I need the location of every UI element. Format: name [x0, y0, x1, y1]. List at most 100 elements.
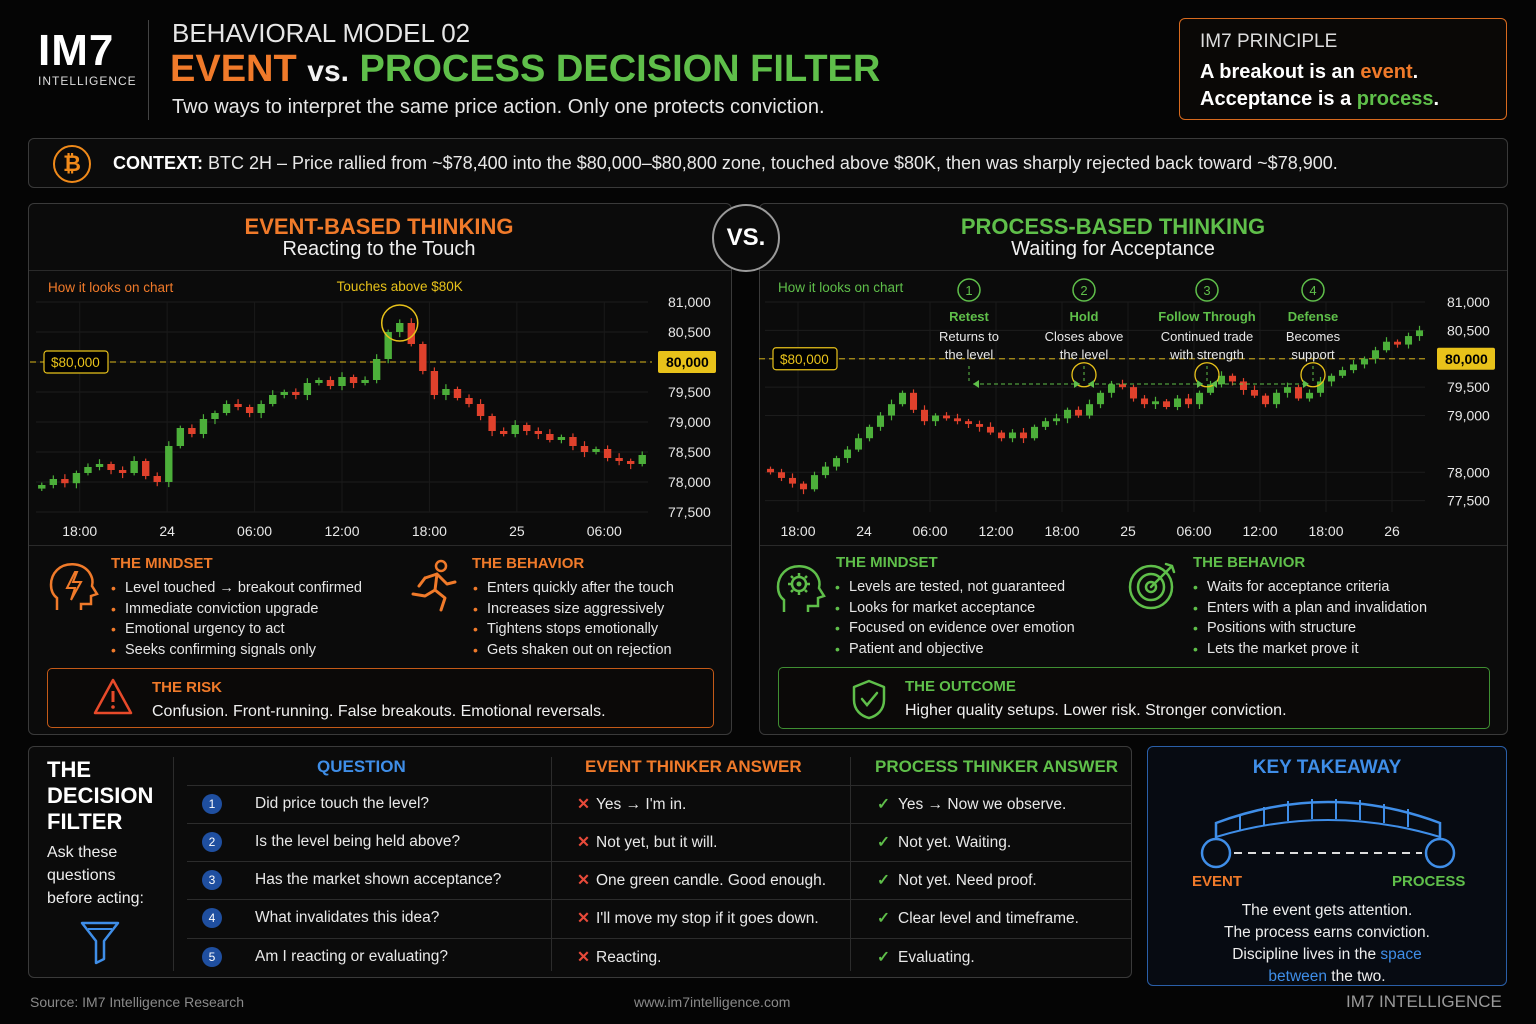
principle-line-2-a: Acceptance is a — [1200, 88, 1357, 110]
acceptance-highlight — [1194, 362, 1220, 388]
row-divider — [187, 938, 1131, 939]
outcome-text: Higher quality setups. Lower risk. Stron… — [905, 702, 1287, 719]
process-chart-frame — [760, 270, 1507, 546]
candle — [142, 461, 150, 476]
step-number: 3 — [1203, 283, 1210, 298]
candle — [592, 449, 600, 452]
candle — [465, 398, 473, 404]
row-divider — [187, 861, 1131, 862]
row-number: 1 — [202, 794, 222, 814]
candle — [1305, 392, 1314, 399]
candle — [569, 437, 577, 446]
acceptance-highlight — [1300, 362, 1326, 388]
row-process-answer-text: Evaluating. — [898, 949, 975, 966]
candle — [72, 473, 81, 484]
candle — [920, 409, 929, 422]
event-mindset-item: Level touched → breakout confirmed — [111, 580, 362, 596]
filter-title: THE DECISION FILTER — [47, 757, 153, 835]
principle-line-1-c: . — [1412, 61, 1419, 83]
step-title: Hold — [1070, 309, 1099, 324]
header-divider — [148, 20, 149, 120]
shield-check-icon — [852, 679, 886, 720]
row-event-answer-text: Not yet, but it will. — [596, 834, 718, 851]
event-behavior-item: Increases size aggressively — [473, 601, 664, 617]
y-tick-label: 81,000 — [668, 294, 711, 310]
candle — [603, 449, 612, 458]
step-description: Becomes — [1286, 329, 1341, 344]
y-tick-label: 81,000 — [1447, 294, 1490, 310]
y-tick-label: 78,500 — [668, 444, 711, 460]
candle — [1096, 392, 1105, 405]
takeaway-line: Discipline lives in the space — [1148, 946, 1506, 964]
candle — [638, 455, 646, 464]
arrow-head — [1074, 380, 1080, 388]
arrow-head — [1088, 380, 1094, 388]
x-tick-label: 06:00 — [587, 523, 622, 539]
candle — [1129, 387, 1138, 399]
process-mindset-item: Patient and objective — [835, 641, 984, 657]
takeaway-process-label: PROCESS — [1392, 873, 1466, 890]
row-process-answer: ✓ Yes → Now we observe. — [877, 795, 1066, 814]
arrow-head — [1197, 380, 1203, 388]
event-mindset-title: THE MINDSET — [111, 555, 213, 572]
candle — [1008, 432, 1017, 439]
candle — [953, 418, 962, 422]
candle — [1360, 358, 1369, 365]
process-behavior-item: Enters with a plan and invalidation — [1193, 600, 1427, 616]
y-tick-label: 77,500 — [668, 504, 711, 520]
takeaway-line-part: the two. — [1327, 968, 1386, 985]
candle — [1195, 392, 1204, 405]
candle — [1349, 364, 1358, 371]
event-mindset-item: Immediate conviction upgrade — [111, 601, 318, 617]
filter-title-line: DECISION — [47, 783, 154, 808]
check-icon: ✓ — [877, 834, 890, 851]
row-process-answer-text: Clear level and timeframe. — [898, 910, 1079, 927]
y-tick-label: 78,000 — [1447, 464, 1490, 480]
x-tick-label: 24 — [856, 523, 872, 539]
event-behavior-item: Tightens stops emotionally — [473, 621, 658, 637]
takeaway-line-part: Discipline lives in the — [1232, 946, 1381, 963]
page-title: EVENT vs. PROCESS DECISION FILTER — [170, 48, 880, 91]
x-icon: ✕ — [577, 949, 590, 966]
process-behavior-item: Waits for acceptance criteria — [1193, 579, 1389, 595]
candle — [1052, 418, 1061, 422]
process-title: PROCESS-BASED THINKING — [960, 214, 1266, 239]
y-tick-label: 80,500 — [1447, 322, 1490, 338]
x-tick-label: 18:00 — [62, 523, 97, 539]
candle — [280, 392, 288, 395]
step-number-circle — [1195, 278, 1219, 302]
x-tick-label: 06:00 — [912, 523, 947, 539]
process-mindset-item: Focused on evidence over emotion — [835, 620, 1075, 636]
check-icon: ✓ — [877, 949, 890, 966]
event-subtitle: Reacting to the Touch — [282, 238, 476, 260]
level-price-tag — [658, 351, 716, 373]
candle — [315, 380, 323, 383]
row-divider — [187, 785, 1131, 786]
candle — [188, 428, 196, 434]
takeaway-title: KEY TAKEAWAY — [1252, 757, 1402, 778]
candle — [1250, 389, 1259, 396]
candle — [222, 404, 231, 413]
candle — [165, 446, 173, 482]
candle — [788, 477, 797, 484]
key-takeaway: KEY TAKEAWAY EVENT PROCESS The event get… — [1147, 746, 1507, 986]
row-event-answer: ✕ Yes → I'm in. — [577, 795, 686, 814]
check-icon: ✓ — [877, 872, 890, 889]
candle — [1140, 398, 1149, 405]
candle — [975, 424, 984, 427]
decision-filter: THE DECISION FILTER Ask these questions … — [28, 746, 1132, 978]
candle — [523, 425, 531, 431]
event-behavior-title: THE BEHAVIOR — [472, 555, 585, 572]
candle — [1272, 392, 1281, 405]
candle — [997, 432, 1006, 439]
candle — [130, 461, 138, 473]
footer-url[interactable]: www.im7intelligence.com — [634, 994, 791, 1010]
takeaway-event-label: EVENT — [1192, 873, 1243, 890]
candle — [1041, 421, 1050, 427]
row-process-answer: ✓ Not yet. Need proof. — [877, 871, 1037, 890]
y-tick-label: 77,500 — [1447, 493, 1490, 509]
filter-instruction-line: questions — [47, 867, 116, 884]
candle — [887, 404, 896, 416]
brain-gear-icon — [776, 565, 826, 612]
step-number-circle — [1072, 278, 1096, 302]
